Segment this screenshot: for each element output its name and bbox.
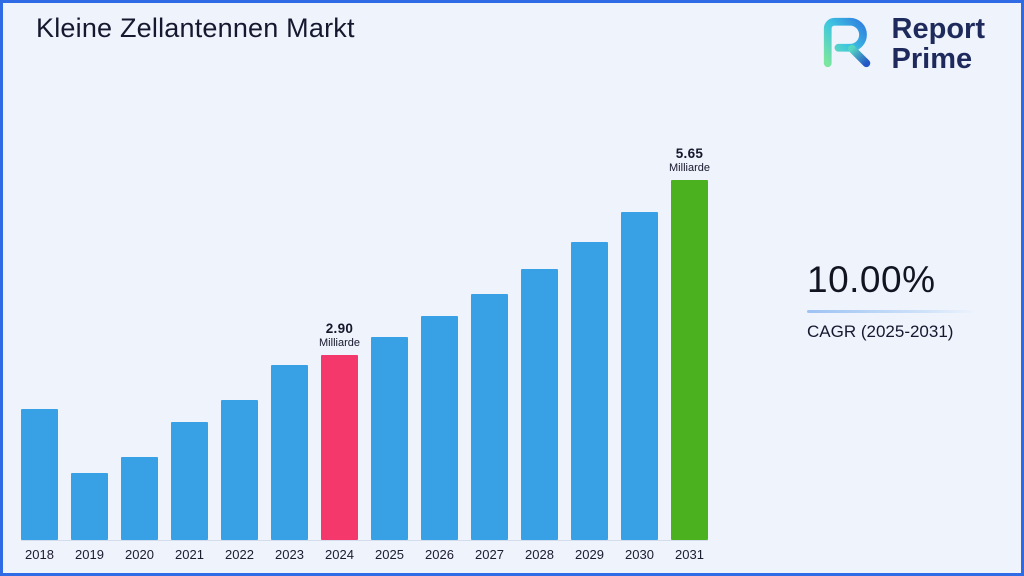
x-axis-label-2025: 2025 <box>375 547 404 562</box>
bar-2031 <box>671 180 708 540</box>
bar-column-2026: 2026 <box>421 120 458 562</box>
bar-column-2027: 2027 <box>471 120 508 562</box>
logo-text-report: Report <box>891 12 985 45</box>
bar-column-2024: 2.90 Milliarde 2024 <box>319 120 360 562</box>
bar-annotation-2031: 5.65 Milliarde <box>645 146 735 174</box>
bar-column-2030: 2030 <box>621 120 658 562</box>
bar-2023 <box>271 365 308 540</box>
bar-unit-label: Milliarde <box>319 337 360 349</box>
bar-2027 <box>471 294 508 540</box>
bar-2022 <box>221 400 258 540</box>
x-axis-label-2021: 2021 <box>175 547 204 562</box>
bar-chart: 2018 2019 2020 2021 2022 2023 2.90 Milliarde 202… <box>21 120 710 562</box>
x-axis-label-2019: 2019 <box>75 547 104 562</box>
bar-2026 <box>421 316 458 540</box>
x-axis-label-2030: 2030 <box>625 547 654 562</box>
bar-column-2028: 2028 <box>521 120 558 562</box>
x-axis-label-2031: 2031 <box>675 547 704 562</box>
bar-column-2021: 2021 <box>171 120 208 562</box>
report-prime-logo-text: Report Prime <box>891 12 985 75</box>
page-title: Kleine Zellantennen Markt <box>36 13 355 43</box>
bar-column-2023: 2023 <box>271 120 308 562</box>
cagr-divider <box>807 310 975 313</box>
bar-2029 <box>571 242 608 540</box>
cagr-value: 10.00% <box>807 259 936 300</box>
bar-annotation-2024: 2.90 Milliarde <box>295 321 385 349</box>
bar-2021 <box>171 422 208 540</box>
bar-column-2025: 2025 <box>371 120 408 562</box>
bar-column-2019: 2019 <box>71 120 108 562</box>
x-axis-label-2022: 2022 <box>225 547 254 562</box>
bar-2024 <box>321 355 358 540</box>
bar-2028 <box>521 269 558 540</box>
bar-column-2022: 2022 <box>221 120 258 562</box>
x-axis-label-2024: 2024 <box>325 547 354 562</box>
x-axis-label-2027: 2027 <box>475 547 504 562</box>
x-axis-label-2029: 2029 <box>575 547 604 562</box>
report-prime-logo: Report Prime <box>818 13 985 76</box>
x-axis-label-2028: 2028 <box>525 547 554 562</box>
bar-2030 <box>621 212 658 540</box>
bar-2025 <box>371 337 408 540</box>
report-prime-logo-icon <box>818 13 880 76</box>
cagr-panel: 10.00% CAGR (2025-2031) <box>807 259 992 342</box>
x-axis-label-2023: 2023 <box>275 547 304 562</box>
logo-text-prime: Prime <box>891 42 973 75</box>
cagr-label: CAGR (2025-2031) <box>807 322 954 341</box>
bar-2019 <box>71 473 108 540</box>
x-axis-label-2020: 2020 <box>125 547 154 562</box>
bar-value-label: 5.65 <box>675 146 704 161</box>
bar-value-label: 2.90 <box>325 321 354 336</box>
bar-2018 <box>21 409 58 540</box>
bar-column-2018: 2018 <box>21 120 58 562</box>
x-axis-label-2026: 2026 <box>425 547 454 562</box>
bar-column-2029: 2029 <box>571 120 608 562</box>
bar-column-2020: 2020 <box>121 120 158 562</box>
bar-2020 <box>121 457 158 540</box>
x-axis-label-2018: 2018 <box>25 547 54 562</box>
bar-column-2031: 5.65 Milliarde 2031 <box>669 120 710 562</box>
bar-unit-label: Milliarde <box>669 162 710 174</box>
